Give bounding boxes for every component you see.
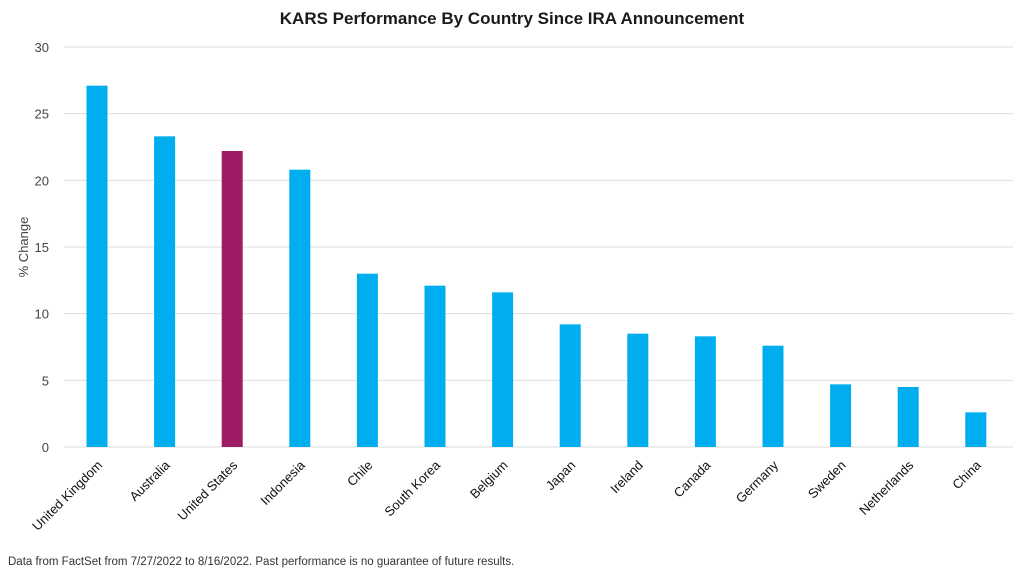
bar-sweden — [830, 384, 852, 447]
chart-title: KARS Performance By Country Since IRA An… — [279, 9, 745, 28]
x-tick-label: United Kingdom — [29, 458, 105, 534]
bar-chile — [356, 273, 378, 447]
x-tick-label: Sweden — [805, 458, 849, 502]
x-tick-label: Australia — [126, 457, 173, 504]
y-tick-label: 15 — [35, 240, 49, 255]
x-tick-label: Ireland — [607, 458, 646, 497]
bar-netherlands — [897, 387, 919, 447]
x-tick-label: Canada — [671, 457, 714, 500]
x-tick-label: China — [949, 457, 984, 492]
bar-canada — [694, 336, 716, 447]
x-tick-label: Indonesia — [257, 457, 308, 508]
x-axis-labels: United Kingdom Australia United States Indo… — [29, 457, 984, 534]
footnote: Data from FactSet from 7/27/2022 to 8/16… — [8, 556, 515, 568]
gridlines — [64, 46, 1013, 448]
y-tick-label: 0 — [42, 440, 49, 455]
y-tick-label: 10 — [35, 307, 49, 322]
bar-australia — [154, 136, 176, 448]
bars — [86, 85, 987, 448]
y-tick-label: 30 — [35, 40, 49, 55]
x-tick-label: Netherlands — [856, 457, 917, 518]
x-tick-label: Japan — [543, 458, 579, 494]
bar-ireland — [627, 333, 649, 447]
x-tick-label: Belgium — [467, 458, 511, 502]
bar-united-states — [221, 151, 243, 447]
y-tick-label: 25 — [35, 107, 49, 122]
x-tick-label: United States — [175, 457, 241, 523]
y-axis-title: % Change — [16, 217, 31, 278]
y-axis-ticks: 0 5 10 15 20 25 30 — [35, 40, 49, 455]
bar-japan — [559, 324, 581, 447]
bar-germany — [762, 345, 784, 447]
x-tick-label: Chile — [344, 458, 376, 490]
x-tick-label: Germany — [733, 457, 782, 506]
x-tick-label: South Korea — [381, 457, 443, 519]
bar-united-kingdom — [86, 85, 108, 448]
bar-indonesia — [289, 169, 311, 447]
bar-china — [965, 412, 987, 447]
y-tick-label: 20 — [35, 173, 49, 188]
bar-belgium — [492, 292, 514, 447]
bar-south-korea — [424, 285, 446, 447]
y-tick-label: 5 — [42, 373, 49, 388]
